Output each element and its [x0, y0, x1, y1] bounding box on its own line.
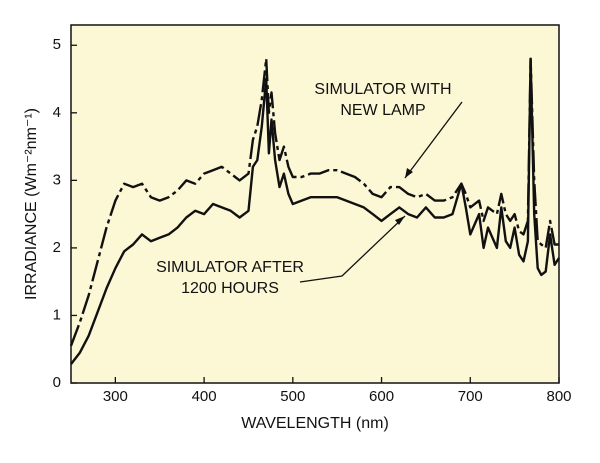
x-tick-label: 700	[458, 388, 483, 405]
annotation: 1200 HOURS	[181, 280, 279, 297]
series-line	[69, 57, 559, 347]
y-tick-label: 5	[53, 36, 61, 53]
annotation: SIMULATOR WITH	[314, 81, 451, 98]
arrow	[404, 101, 463, 179]
x-tick-label: 600	[369, 388, 394, 405]
y-axis-label: IRRADIANCE (Wm⁻²nm⁻¹)	[23, 108, 40, 300]
y-tick-label: 4	[53, 104, 61, 121]
y-tick-label: 0	[53, 374, 61, 391]
x-tick-label: 400	[192, 388, 217, 405]
plot	[69, 57, 561, 365]
arrow-head	[405, 168, 413, 178]
arrow	[299, 215, 406, 283]
y-tick-label: 2	[53, 239, 61, 256]
x-tick-label: 500	[280, 388, 305, 405]
series-line	[70, 57, 561, 365]
plot-frame	[70, 24, 560, 384]
annotation: NEW LAMP	[340, 102, 425, 119]
x-axis-label: WAVELENGTH (nm)	[241, 415, 389, 432]
x-tick-label: 800	[546, 388, 571, 405]
arrow-head	[395, 216, 405, 225]
x-tick-label: 300	[103, 388, 128, 405]
annotation: SIMULATOR AFTER	[156, 259, 304, 276]
y-tick-label: 3	[53, 171, 61, 188]
y-tick-label: 1	[53, 306, 61, 323]
plot-area	[71, 25, 559, 383]
